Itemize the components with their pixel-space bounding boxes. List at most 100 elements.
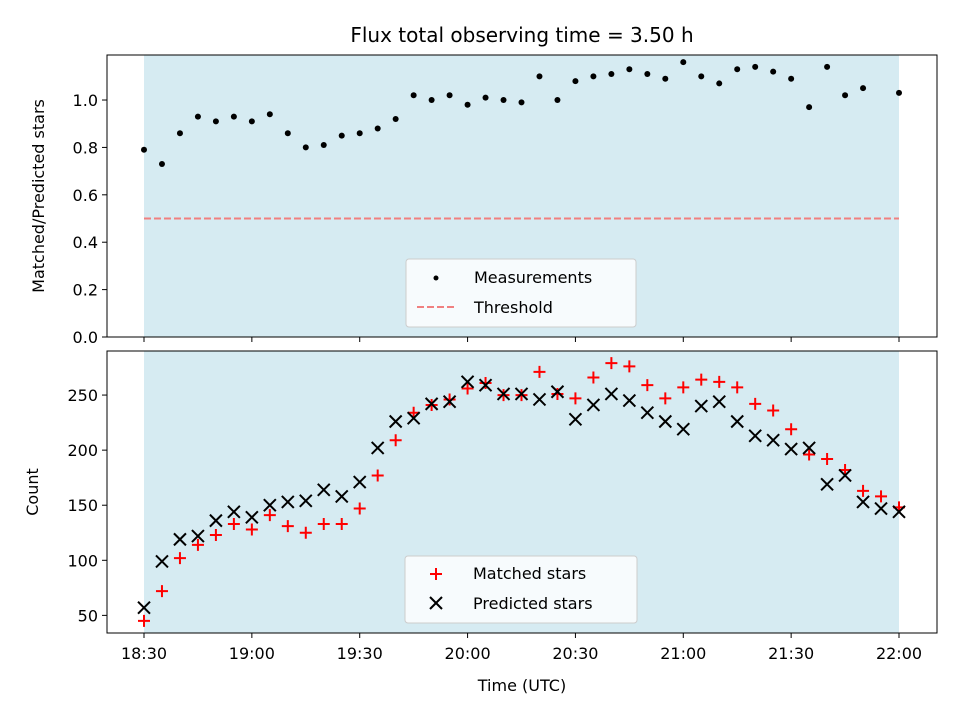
predicted-stars-point (784, 442, 798, 456)
measurements-point (680, 59, 687, 66)
top-y-axis-label: Matched/Predicted stars (29, 99, 48, 293)
predicted-stars-point (676, 422, 690, 436)
x-tick-label: 20:30 (552, 644, 598, 663)
measurements-point (590, 73, 597, 80)
x-tick-label: 18:30 (121, 644, 167, 663)
matched-stars-point (659, 392, 672, 405)
predicted-stars-point (442, 394, 457, 409)
predicted-stars-point (388, 414, 403, 429)
predicted-stars-point (802, 441, 816, 455)
matched-stars-point (749, 397, 762, 410)
matched-stars-point (767, 404, 780, 417)
y-tick-label: 250 (67, 386, 98, 405)
matched-stars-point (263, 509, 276, 522)
predicted-stars-point (604, 387, 619, 401)
predicted-stars-point (424, 397, 439, 411)
matched-stars-point (551, 387, 564, 400)
matched-stars-point (875, 490, 888, 503)
measurements-point (428, 97, 435, 104)
matched-stars-point (677, 381, 690, 394)
measurements-point (464, 101, 471, 108)
matched-stars-point (695, 373, 708, 386)
bottom-legend: Matched stars Predicted stars (404, 555, 638, 624)
predicted-stars-point (856, 495, 870, 509)
predicted-stars-point (568, 412, 583, 427)
matched-stars-point (245, 523, 258, 536)
matched-stars-point (335, 517, 348, 530)
matched-stars-point (209, 528, 222, 541)
bottom-x-ticks: 18:30 19:00 19:30 20:00 20:30 21:00 21:30 22:00 (121, 633, 922, 663)
matched-stars-point (641, 379, 654, 392)
matched-stars-point (533, 365, 546, 378)
measurements-point (554, 97, 561, 104)
top-y-ticks: 0.0 0.2 0.4 0.6 0.8 1.0 (73, 91, 107, 347)
predicted-stars-point (892, 505, 906, 519)
predicted-stars-point (245, 510, 259, 525)
predicted-stars-point (191, 529, 205, 543)
x-tick-label: 21:30 (768, 644, 814, 663)
predicted-stars-point (496, 387, 511, 401)
matched-stars-point (569, 392, 582, 405)
x-tick-label: 19:00 (229, 644, 275, 663)
predicted-stars-point (317, 483, 331, 497)
matched-stars-point (821, 452, 834, 465)
measurements-point (320, 142, 327, 149)
predicted-stars-point (838, 468, 852, 483)
legend-measurements-label: Measurements (474, 268, 592, 287)
bottom-y-axis-label: Count (23, 468, 42, 516)
y-tick-label: 0.0 (73, 328, 98, 347)
measurements-point (500, 97, 507, 104)
matched-stars-point (479, 376, 492, 389)
measurements-point (662, 75, 669, 82)
measurements-point (248, 118, 255, 125)
bottom-legend-box (404, 555, 638, 624)
matched-stars-point (155, 585, 168, 598)
predicted-stars-point (532, 392, 547, 407)
measurements-point (141, 146, 147, 153)
matched-stars-point (857, 484, 870, 497)
matched-stars-point (138, 614, 150, 627)
legend-threshold-label: Threshold (473, 298, 553, 317)
predicted-stars-point (514, 387, 529, 401)
matched-stars-point (227, 517, 240, 530)
predicted-stars-point (281, 495, 295, 509)
x-tick-label: 21:00 (660, 644, 706, 663)
measurements-point (392, 115, 399, 122)
matched-stars-point (389, 434, 402, 447)
legend-matched-stars-marker (430, 568, 442, 580)
predicted-stars-point (658, 414, 673, 429)
matched-stars-point (803, 448, 816, 461)
matched-stars-point (623, 360, 636, 373)
predicted-stars-point (478, 378, 493, 392)
y-tick-label: 0.4 (73, 233, 98, 252)
measurements-point (788, 75, 795, 82)
x-tick-label: 20:00 (445, 644, 491, 663)
measurements-point (374, 125, 381, 132)
chart-title: Flux total observing time = 3.50 h (350, 23, 693, 47)
measurements-point (626, 66, 633, 73)
y-tick-label: 200 (67, 441, 98, 460)
measurements-point (230, 113, 237, 120)
predicted-stars-point (712, 394, 726, 409)
predicted-stars-point (173, 532, 187, 547)
measurements-point (410, 92, 417, 99)
legend-measurements-marker (433, 275, 439, 281)
measurements-point (608, 70, 615, 77)
matched-stars-point (317, 517, 330, 530)
predicted-stars-point (299, 494, 313, 508)
matched-stars-point (281, 520, 294, 533)
measurements-point (194, 113, 201, 120)
predicted-stars-point (550, 385, 565, 399)
legend-predicted-stars-marker (429, 596, 443, 610)
predicted-stars-point (694, 399, 708, 413)
matched-stars-point (173, 552, 186, 565)
predicted-stars-point (874, 501, 888, 516)
matched-stars-point (353, 502, 366, 515)
measurements-point (572, 78, 579, 85)
predicted-stars-point (460, 375, 475, 389)
predicted-stars-point (766, 433, 780, 447)
top-legend-box (405, 258, 637, 328)
matched-stars-point (443, 393, 456, 406)
measurements-point (176, 130, 183, 137)
predicted-stars-point (820, 477, 834, 491)
